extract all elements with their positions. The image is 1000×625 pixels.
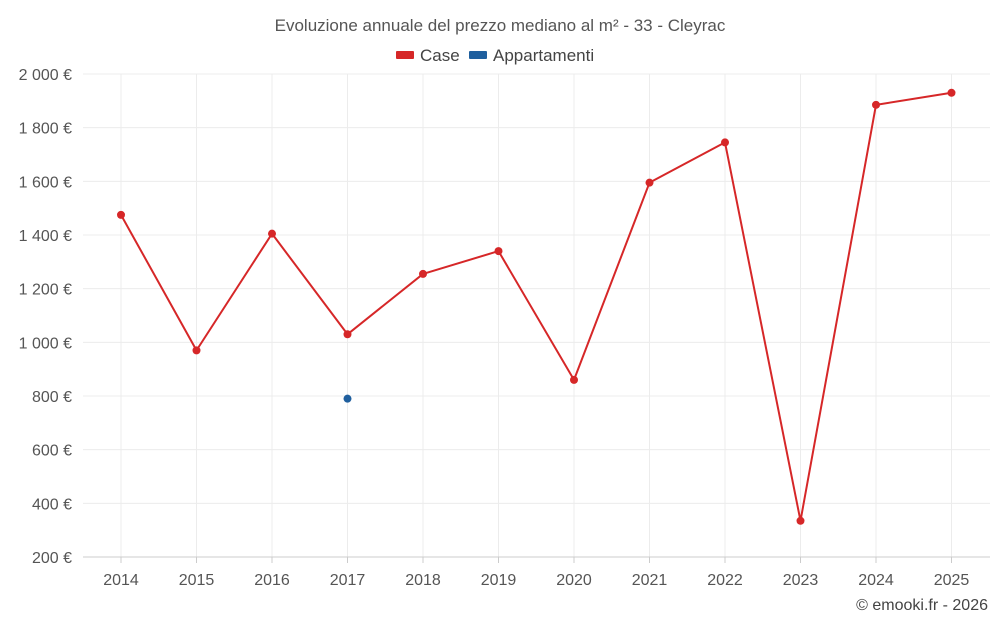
- legend: Case Appartamenti: [396, 46, 594, 65]
- x-tick-label-2019: 2019: [481, 572, 517, 589]
- data-point-case-2020[interactable]: [570, 375, 578, 384]
- series-layer: [117, 88, 956, 525]
- y-tick-label-1800: 1 800 €: [19, 121, 72, 138]
- axes: 200 € 400 € 600 € 800 € 1 000 € 1 200 € 1 400 …: [19, 67, 990, 589]
- data-point-case-2018[interactable]: [419, 269, 427, 278]
- y-tick-label-600: 600 €: [32, 443, 72, 460]
- legend-swatch-appartamenti: [469, 51, 487, 59]
- credit-text: © emooki.fr - 2026: [856, 597, 988, 614]
- y-tick-label-1600: 1 600 €: [19, 174, 72, 191]
- legend-label-case: Case: [420, 46, 460, 65]
- data-point-case-2019[interactable]: [494, 247, 503, 256]
- x-tick-label-2024: 2024: [858, 572, 894, 589]
- y-tick-label-1400: 1 400 €: [19, 228, 72, 245]
- y-tick-label-200: 200 €: [32, 550, 72, 567]
- grid: [83, 73, 990, 558]
- data-point-case-2016[interactable]: [268, 229, 276, 238]
- x-tick-label-2021: 2021: [632, 572, 668, 589]
- series-case: [117, 88, 956, 525]
- y-tick-label-1200: 1 200 €: [19, 282, 72, 299]
- x-tick-label-2020: 2020: [556, 572, 592, 589]
- series-line-case: [120, 91, 952, 522]
- data-point-case-2023[interactable]: [796, 516, 805, 525]
- data-point-case-2015[interactable]: [192, 346, 201, 355]
- data-point-case-2014[interactable]: [117, 210, 125, 219]
- data-point-case-2025[interactable]: [947, 88, 956, 97]
- x-tick-label-2025: 2025: [934, 572, 970, 589]
- chart-title: Evoluzione annuale del prezzo mediano al…: [275, 16, 726, 35]
- y-tick-label-2000: 2 000 €: [19, 67, 72, 84]
- legend-swatch-case: [396, 51, 414, 59]
- data-point-case-2021[interactable]: [645, 178, 654, 187]
- x-tick-label-2016: 2016: [254, 572, 290, 589]
- y-tick-label-1000: 1 000 €: [19, 335, 72, 352]
- data-point-case-2022[interactable]: [721, 138, 729, 147]
- x-tick-label-2017: 2017: [330, 572, 366, 589]
- x-tick-label-2015: 2015: [179, 572, 215, 589]
- x-tick-label-2022: 2022: [707, 572, 743, 589]
- x-tick-label-2023: 2023: [783, 572, 819, 589]
- legend-item-case[interactable]: Case: [396, 46, 460, 65]
- data-point-appartamenti-2017[interactable]: [343, 394, 352, 403]
- series-appartamenti: [343, 394, 352, 403]
- legend-item-appartamenti[interactable]: Appartamenti: [469, 46, 594, 65]
- data-point-case-2017[interactable]: [343, 330, 352, 339]
- y-tick-label-800: 800 €: [32, 389, 72, 406]
- legend-label-appartamenti: Appartamenti: [493, 46, 594, 65]
- y-tick-label-400: 400 €: [32, 496, 72, 513]
- x-tick-label-2018: 2018: [405, 572, 441, 589]
- data-point-case-2024[interactable]: [872, 100, 880, 109]
- x-tick-label-2014: 2014: [103, 572, 139, 589]
